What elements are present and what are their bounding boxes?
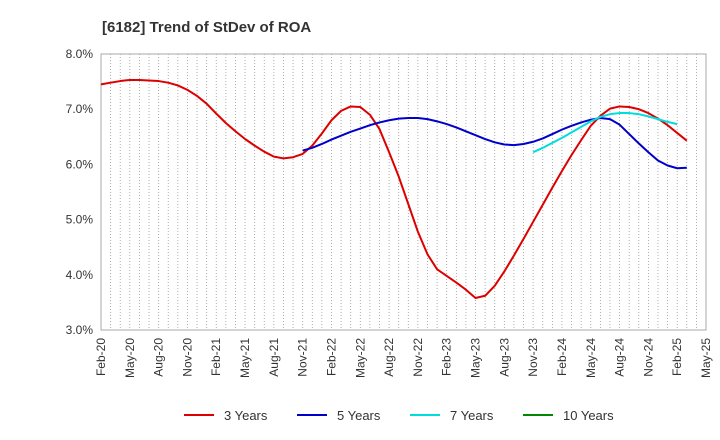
y-tick-label: 8.0% (66, 47, 94, 61)
y-tick-label: 3.0% (66, 323, 94, 337)
legend: 3 Years 5 Years 7 Years 10 Years (184, 408, 614, 423)
legend-label-3-years: 3 Years (224, 408, 268, 423)
y-tick-label: 7.0% (66, 102, 94, 116)
y-tick-label: 6.0% (66, 157, 94, 171)
chart-title: [6182] Trend of StDev of ROA (102, 19, 311, 36)
series-line-5-years (302, 117, 687, 170)
x-axis-ticks: Feb-20 May-20 Aug-20 Nov-20 Feb-21 May-21 Aug-… (94, 338, 713, 378)
x-tick-label: May-25 (699, 338, 713, 378)
x-tick-label: Aug-24 (613, 338, 627, 377)
x-tick-label: Nov-20 (180, 338, 194, 377)
legend-label-7-years: 7 Years (450, 408, 494, 423)
x-tick-label: Nov-22 (411, 338, 425, 377)
x-tick-label: Feb-20 (94, 338, 108, 376)
x-tick-label: May-24 (584, 338, 598, 378)
y-axis-ticks: 3.0% 4.0% 5.0% 6.0% 7.0% 8.0% (66, 47, 94, 337)
x-tick-label: May-22 (353, 338, 367, 378)
legend-label-5-years: 5 Years (337, 408, 381, 423)
x-tick-label: Feb-23 (440, 338, 454, 376)
x-tick-label: Nov-21 (296, 338, 310, 377)
x-tick-label: May-21 (238, 338, 252, 378)
x-tick-label: Nov-24 (641, 338, 655, 377)
x-tick-label: Feb-24 (555, 338, 569, 376)
x-tick-label: Aug-20 (152, 338, 166, 377)
x-tick-label: May-23 (469, 338, 483, 378)
x-tick-label: Aug-23 (497, 338, 511, 377)
x-tick-label: May-20 (123, 338, 137, 378)
series-line-7-years (532, 112, 678, 154)
series-line-3-years (100, 78, 688, 299)
x-tick-label: Feb-25 (670, 338, 684, 376)
grid-lines (110, 54, 697, 330)
x-tick-label: Aug-21 (267, 338, 281, 377)
legend-label-10-years: 10 Years (563, 408, 614, 423)
series-lines (100, 78, 688, 299)
x-tick-label: Feb-22 (324, 338, 338, 376)
x-tick-label: Feb-21 (209, 338, 223, 376)
plot-area-border (100, 53, 707, 331)
x-tick-label: Nov-23 (526, 338, 540, 377)
y-tick-label: 4.0% (66, 268, 94, 282)
y-tick-label: 5.0% (66, 213, 94, 227)
x-tick-label: Aug-22 (382, 338, 396, 377)
